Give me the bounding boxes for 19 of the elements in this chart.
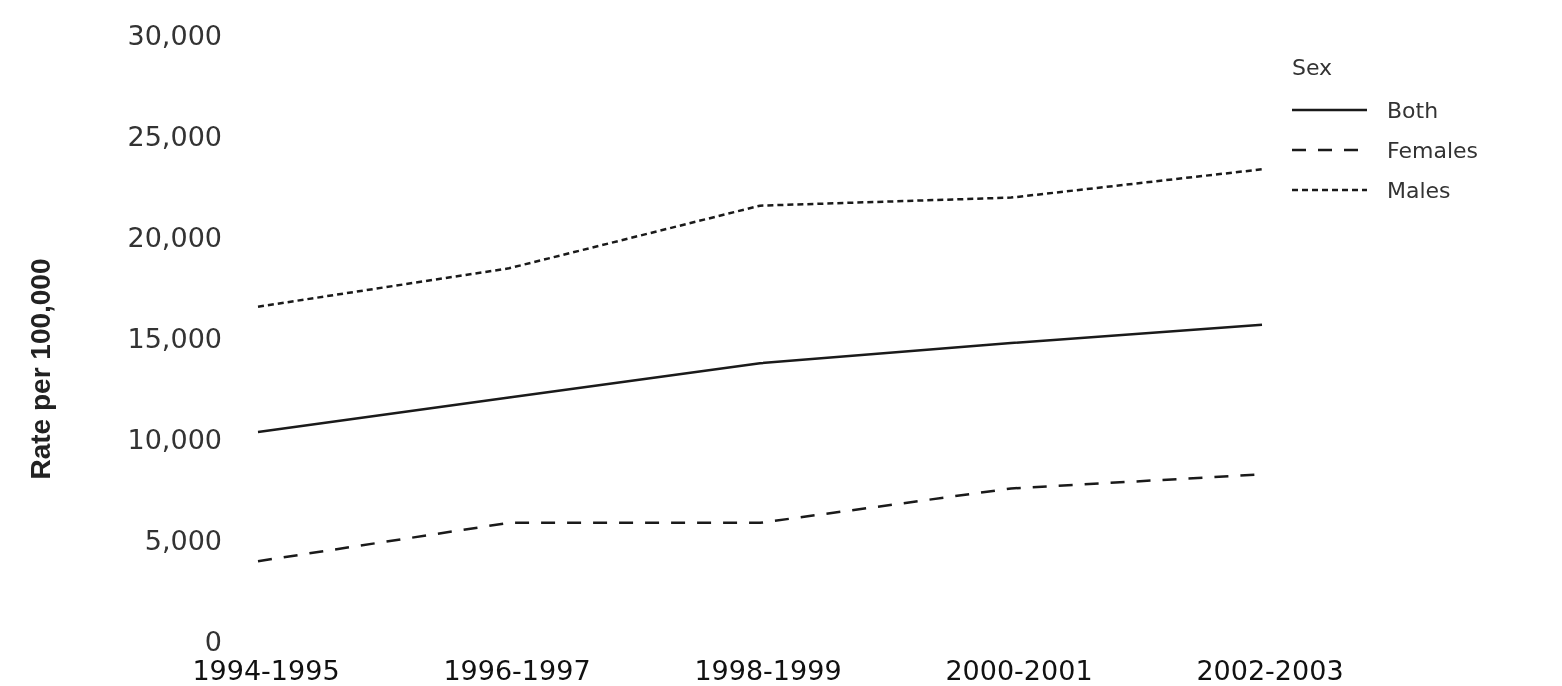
line-series (256, 168, 1264, 308)
y-tick-label: 30,000 (127, 20, 222, 52)
y-tick-label: 5,000 (144, 525, 222, 557)
y-tick-label: 25,000 (127, 121, 222, 153)
x-tick-label: 1994-1995 (192, 655, 340, 686)
legend-title: Sex (1292, 55, 1333, 80)
y-tick-label: 0 (204, 626, 222, 658)
x-tick-label: 1996-1997 (443, 655, 591, 686)
legend-label: Females (1387, 137, 1479, 163)
x-tick-label: 2002-2003 (1196, 655, 1344, 686)
line-series (256, 323, 1264, 434)
legend-label: Both (1387, 97, 1439, 123)
y-axis-title: Rate per 100,000 (25, 258, 56, 480)
x-tick-label: 2000-2001 (945, 655, 1093, 686)
x-tick-label: 1998-1999 (694, 655, 842, 686)
y-tick-label: 10,000 (127, 424, 222, 456)
y-tick-label: 15,000 (127, 323, 222, 355)
legend-label: Males (1387, 177, 1451, 203)
y-tick-label: 20,000 (127, 222, 222, 254)
